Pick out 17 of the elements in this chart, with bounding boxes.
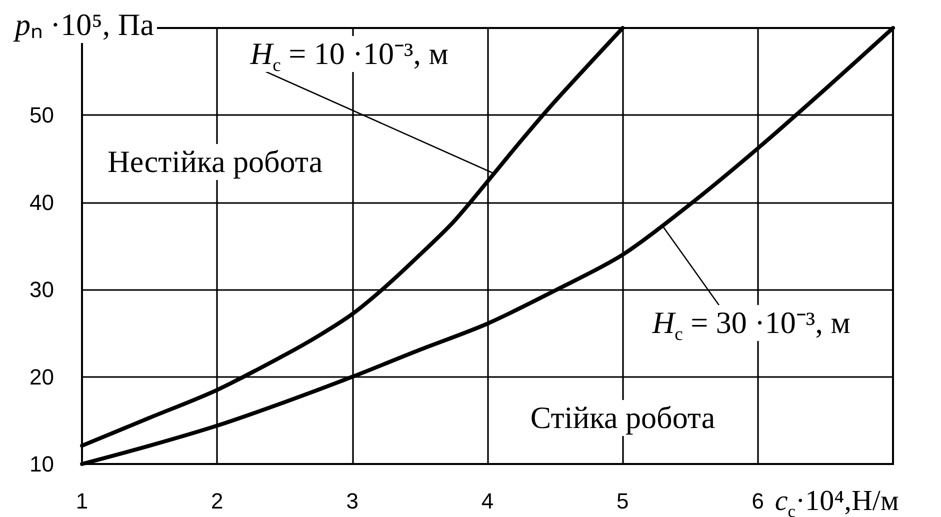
y-tick-label: 30 <box>30 277 54 302</box>
x-tick-label: 1 <box>76 488 88 514</box>
annotation: Стійка робота <box>527 400 718 436</box>
x-tick-label: 5 <box>616 488 629 514</box>
annotation: H$_{c}$ = 30 ·10⁻³, м <box>651 304 852 345</box>
y-tick-label: 50 <box>30 102 54 128</box>
x-tick-label: 6 <box>752 488 764 514</box>
annotation: H$_{c}$ = 10 ·10⁻³, м <box>249 36 450 76</box>
x-tick-label: 2 <box>211 488 224 514</box>
x-axis-title: c$_{c}$·10⁴,Н/м <box>774 485 900 517</box>
y-tick-label: 40 <box>30 190 54 215</box>
y-tick-label: 20 <box>30 364 54 390</box>
x-tick-label: 4 <box>481 488 494 514</box>
y-axis-title: pₙ ·10⁵, Па <box>12 7 158 44</box>
x-tick-label: 3 <box>346 488 358 514</box>
annotation: Нестійка робота <box>104 144 326 180</box>
y-tick-label: 10 <box>30 452 54 476</box>
